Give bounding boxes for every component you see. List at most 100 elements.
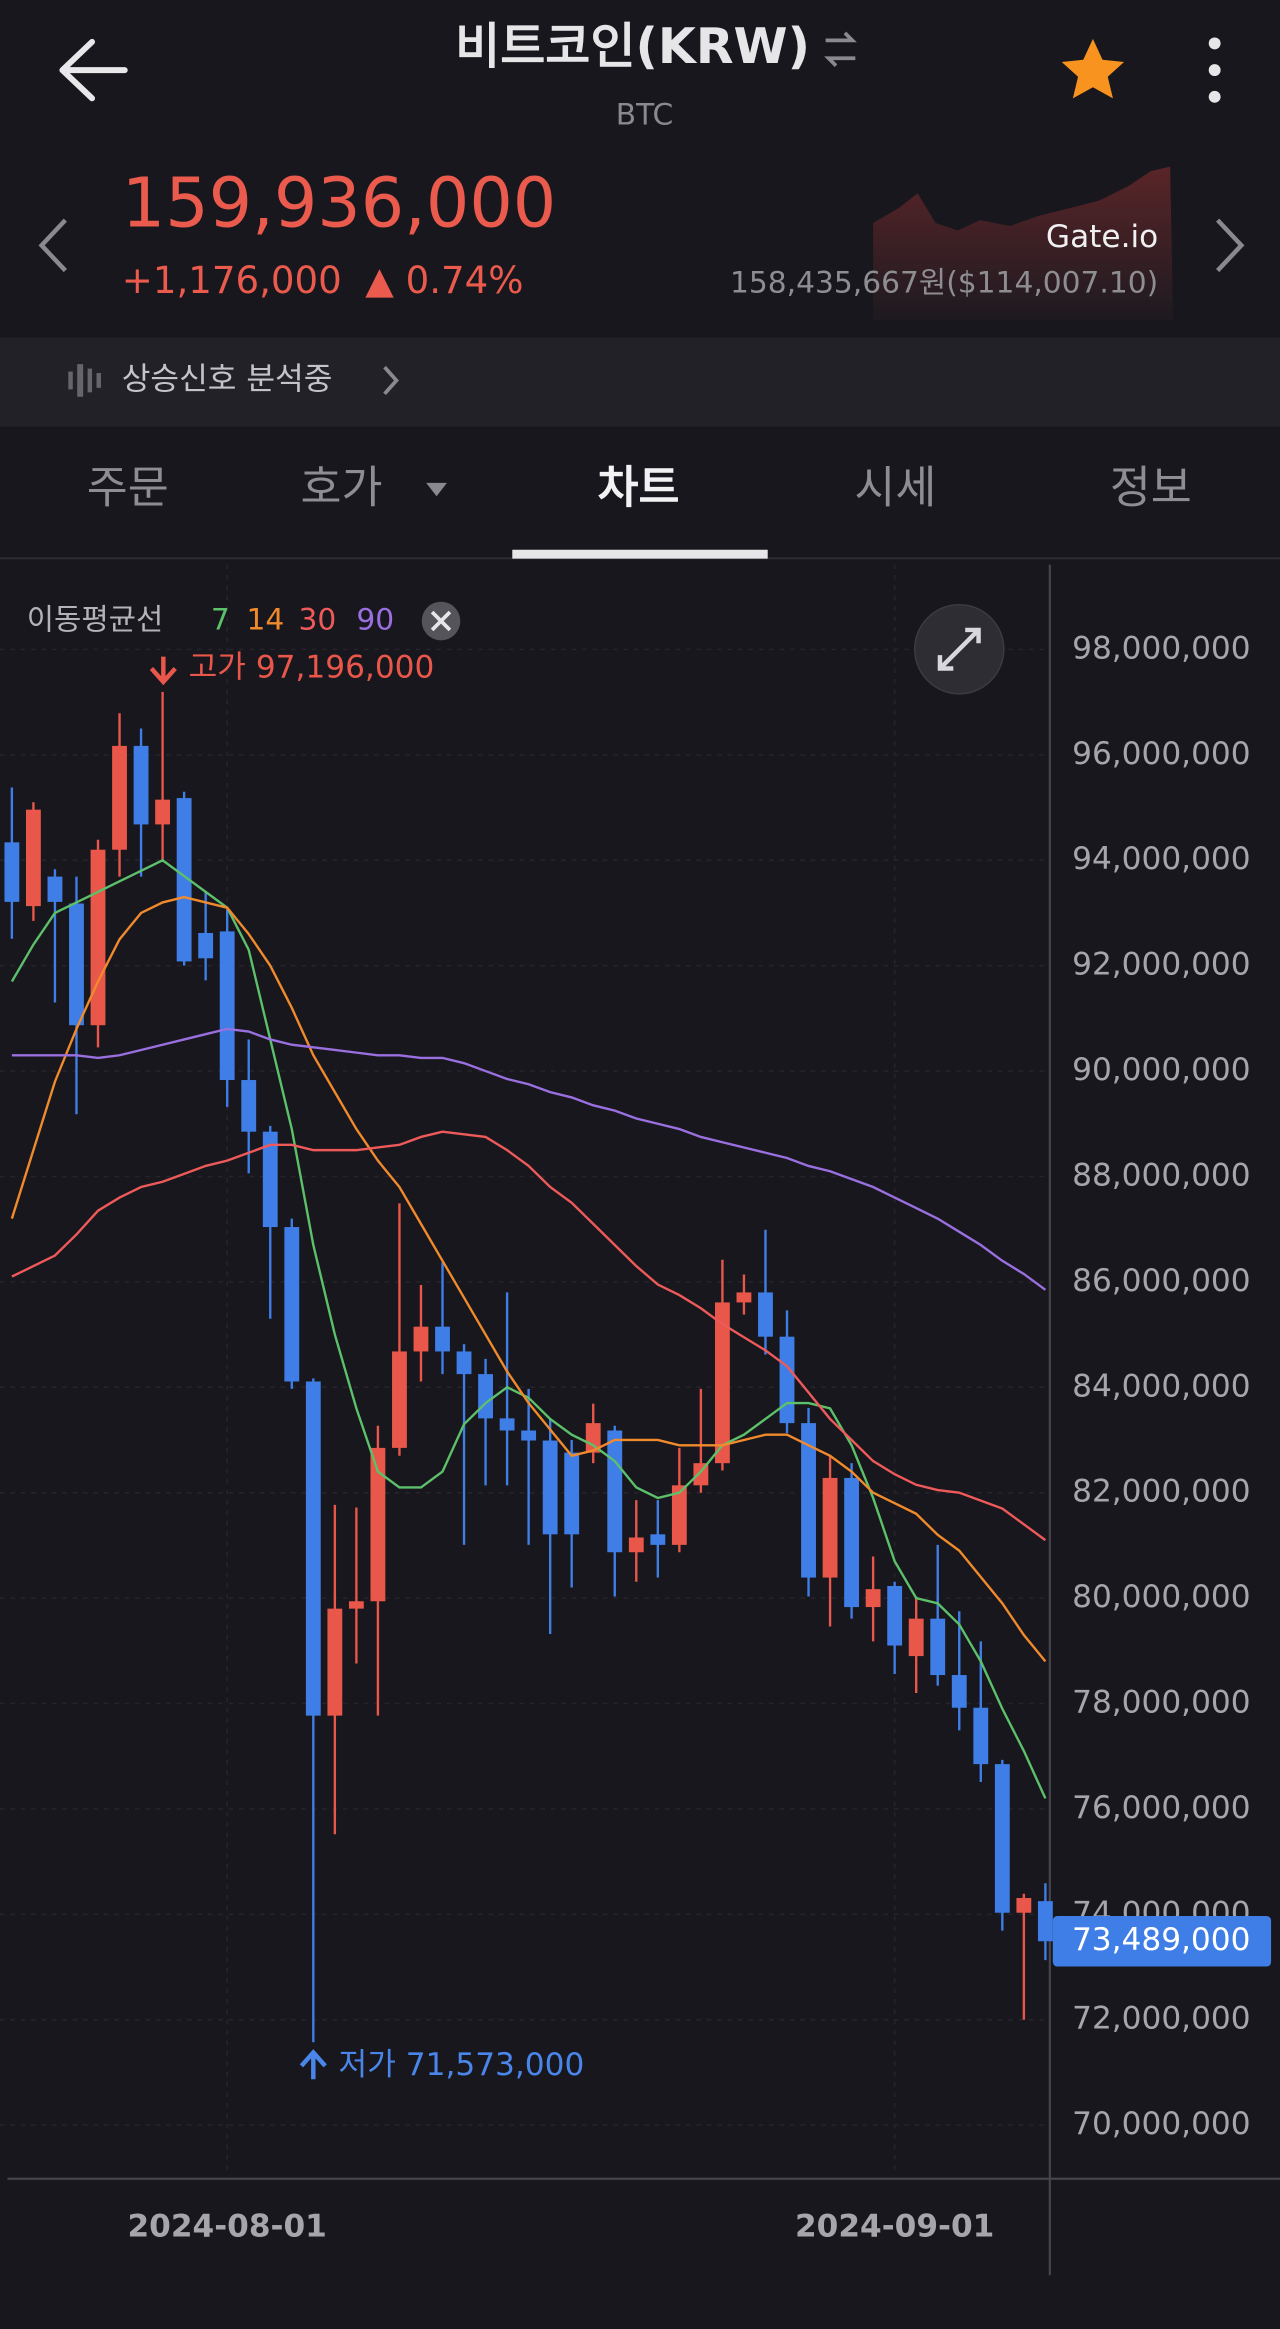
candle-body: [413, 1326, 429, 1352]
ma-line: [10, 895, 1047, 1663]
candle-body: [370, 1447, 386, 1602]
candle-body: [758, 1292, 773, 1337]
candle-body: [1016, 1897, 1032, 1913]
candle-body: [844, 1477, 860, 1608]
candle-body: [198, 932, 214, 959]
candle-body: [499, 1418, 515, 1431]
exchange-price: 158,435,667원($114,007.10): [730, 265, 1158, 300]
candle-body: [908, 1618, 924, 1657]
tab[interactable]: 시세: [854, 461, 936, 513]
y-tick-label: 82,000,000: [1072, 1474, 1250, 1510]
expand-icon: [937, 627, 981, 671]
current-price: 159,936,000: [122, 165, 557, 244]
candle-body: [564, 1452, 580, 1535]
tab[interactable]: 차트: [598, 461, 680, 513]
candle-body: [305, 1381, 321, 1716]
y-tick-label: 86,000,000: [1072, 1263, 1250, 1299]
next-button[interactable]: [1216, 218, 1245, 273]
candle-body: [327, 1608, 343, 1716]
candle-body: [671, 1485, 687, 1545]
legend-entry: 90: [356, 603, 394, 638]
candle-body: [219, 931, 235, 1081]
candle-body: [542, 1440, 558, 1535]
signal-icon: [68, 364, 101, 397]
y-tick-label: 76,000,000: [1072, 1790, 1250, 1826]
legend: 7 14 30 90: [211, 603, 394, 638]
candle-body: [973, 1707, 989, 1765]
legend-entry: 30: [298, 603, 336, 638]
candle-body: [521, 1430, 537, 1441]
plot: [4, 691, 1053, 2043]
low-arrow: [299, 2049, 327, 2080]
last-price-box: [1052, 1916, 1272, 1967]
legend-entry: 7: [211, 603, 230, 638]
favorite-star[interactable]: [1061, 38, 1125, 99]
y-tick-label: 70,000,000: [1072, 2106, 1250, 2142]
candle-body: [456, 1351, 472, 1375]
ma-line: [11, 1027, 1047, 1291]
y-tick-label: 90,000,000: [1072, 1052, 1250, 1088]
ma-line: [11, 1130, 1047, 1542]
candle-body: [714, 1302, 730, 1464]
legend-close-icon: [430, 610, 452, 632]
candle-body: [887, 1585, 903, 1646]
candle-body: [951, 1675, 967, 1708]
candle-body: [779, 1336, 795, 1424]
candle-body: [736, 1292, 752, 1303]
back-button[interactable]: [59, 38, 128, 102]
candle-body: [262, 1131, 278, 1228]
candle-body: [25, 809, 41, 907]
y-tick-label: 98,000,000: [1072, 630, 1250, 666]
ma-line: [10, 858, 1047, 1799]
candle-body: [155, 799, 171, 825]
more-menu[interactable]: [1208, 37, 1221, 103]
signal-chevron: [383, 365, 399, 396]
candle-body: [435, 1326, 450, 1352]
candle-body: [478, 1374, 493, 1419]
candle-body: [284, 1227, 300, 1382]
tab[interactable]: 주문: [87, 461, 169, 513]
candle-body: [650, 1534, 666, 1545]
candle-body: [4, 842, 20, 902]
high-arrow: [149, 656, 177, 686]
candle-body: [90, 849, 106, 1026]
y-tick-label: 94,000,000: [1072, 841, 1250, 877]
y-tick-label: 72,000,000: [1072, 2001, 1250, 2037]
signal-band[interactable]: [0, 337, 1280, 427]
candle-body: [348, 1601, 364, 1609]
candle-body: [994, 1764, 1010, 1913]
legend-title: 이동평균선: [27, 603, 164, 638]
low-annotation: 저가 71,573,000: [339, 2047, 585, 2083]
candle-body: [607, 1430, 623, 1553]
subtitle: BTC: [616, 98, 674, 133]
candle-body: [930, 1618, 946, 1676]
y-tick-label: 80,000,000: [1072, 1579, 1250, 1615]
y-tick-label: 78,000,000: [1072, 1685, 1250, 1721]
candle-body: [801, 1423, 816, 1578]
swap-icon[interactable]: [824, 31, 857, 67]
y-tick-label: 96,000,000: [1072, 736, 1250, 772]
tab[interactable]: 정보: [1110, 461, 1192, 513]
candle-body: [133, 745, 149, 825]
tab-underline: [512, 549, 768, 559]
candle-body: [69, 903, 84, 1026]
candle-body: [176, 798, 192, 962]
x-tick-label: 2024-09-01: [795, 2209, 994, 2245]
candle-body: [822, 1477, 838, 1578]
change-rate: ▲ 0.74%: [365, 259, 523, 302]
y-tick-label: 92,000,000: [1072, 947, 1250, 983]
tab[interactable]: 호가: [301, 461, 383, 513]
y-tick-label: 88,000,000: [1072, 1157, 1250, 1193]
axes: 70,000,00072,000,00074,000,00076,000,000…: [127, 630, 1272, 2245]
tab-bar: 주문 호가 차트 시세 정보: [87, 461, 1192, 513]
price-change: +1,176,000: [122, 259, 342, 302]
last-price-label: 73,489,000: [1072, 1922, 1250, 1958]
candle-body: [112, 745, 127, 850]
candle-body: [241, 1080, 257, 1132]
candle-body: [585, 1423, 601, 1453]
candle-body: [628, 1537, 644, 1553]
sparkline: [873, 166, 1174, 320]
candle-body: [1037, 1901, 1053, 1942]
prev-button[interactable]: [38, 218, 67, 273]
